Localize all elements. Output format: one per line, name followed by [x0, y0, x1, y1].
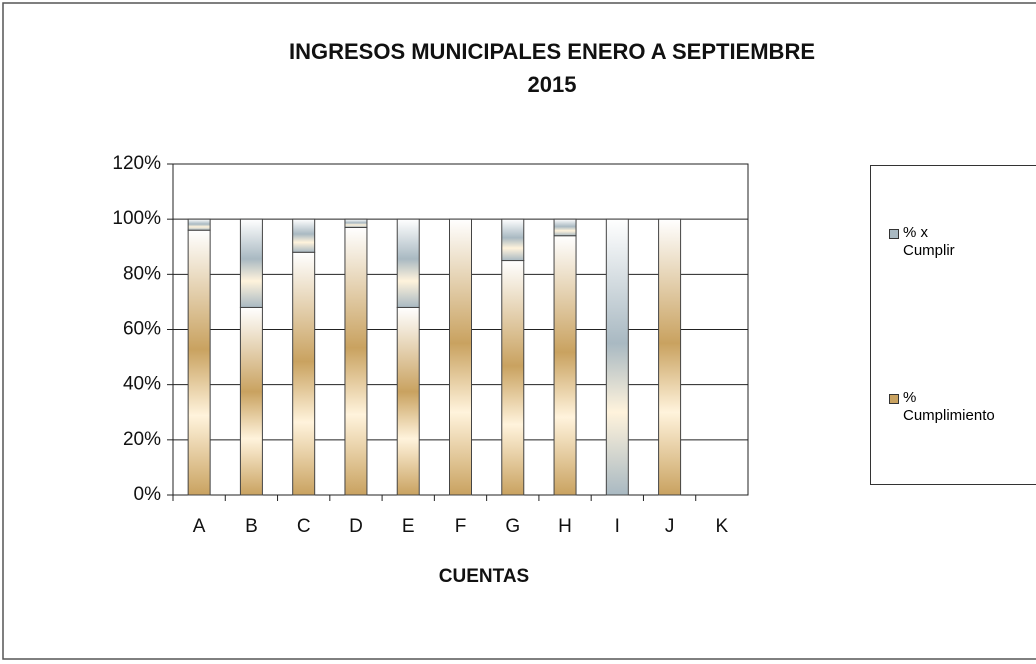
x-tick-label: D	[349, 516, 363, 537]
legend-item: % x Cumplir	[889, 224, 1017, 260]
y-tick-label: 0%	[134, 484, 162, 505]
y-tick-label: 80%	[123, 263, 161, 284]
bar-segment	[658, 218, 682, 496]
chart-title: 2015	[528, 72, 577, 97]
y-tick-label: 20%	[123, 429, 161, 450]
legend-swatch	[889, 229, 899, 239]
bar-segment	[292, 251, 316, 496]
bar-segment	[553, 235, 577, 496]
x-tick-label: A	[193, 516, 206, 537]
legend-swatch	[889, 394, 899, 404]
legend-label: % Cumplimiento	[903, 389, 995, 424]
x-tick-label: H	[558, 516, 572, 537]
x-tick-label: B	[245, 516, 258, 537]
bar-segment	[553, 218, 577, 237]
x-tick-label: G	[505, 516, 520, 537]
x-tick-label: J	[665, 516, 675, 537]
x-tick-label: I	[615, 516, 620, 537]
y-tick-label: 60%	[123, 319, 161, 340]
x-tick-label: K	[716, 516, 729, 537]
bar-segment	[396, 306, 420, 496]
bar-segment	[239, 306, 263, 496]
y-tick-label: 40%	[123, 374, 161, 395]
legend-item: % Cumplimiento	[889, 389, 1017, 425]
legend: % x Cumplir % Cumplimiento	[870, 165, 1036, 485]
bar-segment	[239, 218, 263, 308]
bar-segment	[187, 218, 211, 231]
bar-segment	[292, 218, 316, 253]
bar-segment	[501, 218, 525, 262]
x-axis-title: CUENTAS	[439, 566, 529, 587]
bar-segment	[501, 260, 525, 496]
bar-segment	[449, 218, 472, 496]
x-tick-label: E	[402, 516, 415, 537]
x-tick-label: F	[455, 516, 467, 537]
bar-segment	[396, 218, 420, 308]
chart-title: INGRESOS MUNICIPALES ENERO A SEPTIEMBRE	[289, 39, 815, 64]
y-tick-label: 120%	[112, 153, 161, 174]
bar-segment	[344, 218, 368, 228]
bar-segment	[187, 229, 211, 496]
legend-label: % x Cumplir	[903, 224, 955, 259]
y-tick-label: 100%	[112, 208, 161, 229]
x-tick-label: C	[297, 516, 311, 537]
bar-segment	[605, 218, 629, 496]
bar-segment	[344, 226, 368, 496]
